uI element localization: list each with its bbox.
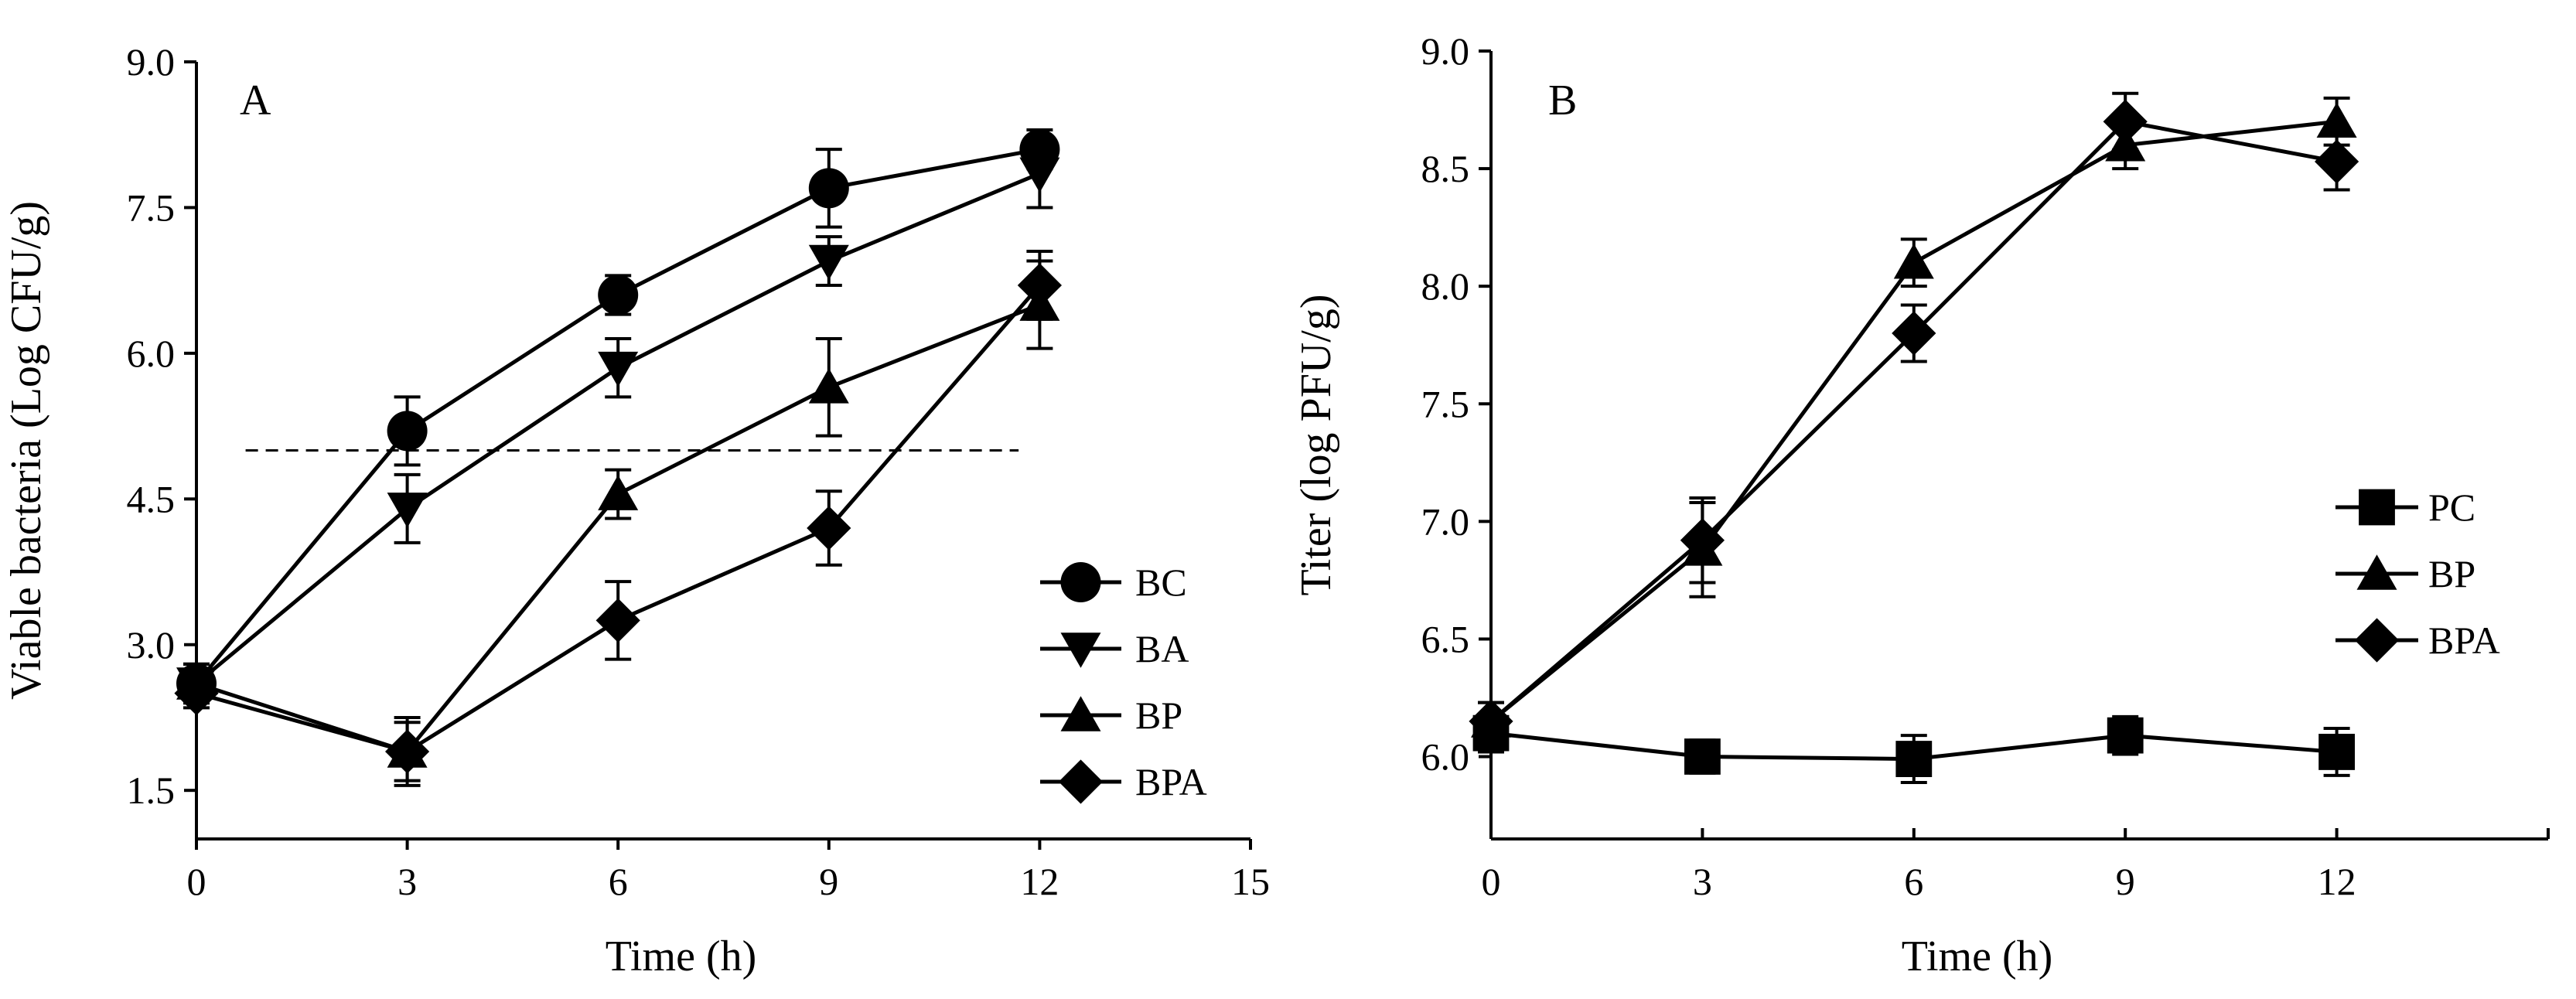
legend-marker bbox=[2359, 489, 2395, 526]
data-point bbox=[598, 351, 639, 387]
panel-letter: B bbox=[1548, 77, 1577, 124]
legend-item-bc: BC bbox=[1040, 561, 1187, 604]
y-tick-label: 7.0 bbox=[1421, 500, 1470, 543]
legend-item-bp: BP bbox=[1040, 694, 1182, 737]
x-tick-label: 12 bbox=[2318, 860, 2356, 903]
y-tick-label: 9.0 bbox=[1421, 29, 1470, 73]
legend-label: BPA bbox=[1135, 760, 1207, 803]
data-point bbox=[807, 506, 851, 551]
x-tick-label: 0 bbox=[1482, 860, 1501, 903]
data-point bbox=[387, 493, 428, 528]
data-point bbox=[1680, 518, 1725, 563]
data-point bbox=[1895, 741, 1933, 777]
legend-marker bbox=[1060, 562, 1101, 602]
legend-item-pc: PC bbox=[2335, 486, 2475, 529]
x-tick-label: 3 bbox=[1693, 860, 1712, 903]
series-line bbox=[1489, 119, 2338, 723]
y-tick-label: 9.0 bbox=[127, 40, 176, 84]
y-tick-label: 6.0 bbox=[1421, 735, 1470, 779]
data-point bbox=[808, 244, 849, 281]
y-tick-label: 8.5 bbox=[1421, 147, 1470, 190]
panel-letter: A bbox=[240, 77, 271, 124]
data-point bbox=[174, 670, 219, 716]
panel-b-chart: 6.0 6.5 7.0 7.5 8.0 8.5 9.0 0 3 6 9 12 Time (h) Titer… bbox=[1292, 29, 2550, 980]
data-point bbox=[598, 475, 639, 510]
legend-marker bbox=[2356, 554, 2397, 590]
data-point bbox=[808, 368, 849, 404]
x-tick-label: 3 bbox=[397, 860, 417, 903]
panel-a-chart: 1.5 3.0 4.5 6.0 7.5 9.0 0 3 6 9 12 15 Time (h) Viable… bbox=[2, 40, 1270, 980]
y-tick-label: 7.5 bbox=[127, 186, 176, 229]
x-tick-label: 12 bbox=[1020, 860, 1059, 903]
data-point bbox=[1684, 738, 1721, 775]
series-line bbox=[1489, 119, 2337, 723]
x-tick-label: 15 bbox=[1231, 860, 1270, 903]
data-point bbox=[1469, 699, 1513, 744]
legend-marker bbox=[1058, 759, 1104, 804]
legend-item-bpa: BPA bbox=[2335, 618, 2500, 663]
y-tick-label: 6.0 bbox=[127, 332, 176, 375]
data-point bbox=[1893, 244, 1934, 279]
data-point bbox=[1892, 311, 1936, 356]
legend-item-bp: BP bbox=[2335, 552, 2475, 595]
y-axis-title: Titer (log PFU/g) bbox=[1292, 294, 1340, 595]
series-bp bbox=[1471, 96, 2357, 742]
y-tick-label: 6.5 bbox=[1421, 617, 1470, 660]
data-point bbox=[1017, 263, 1062, 308]
x-tick-label: 6 bbox=[1904, 860, 1923, 903]
legend-item-ba: BA bbox=[1040, 627, 1189, 670]
data-point bbox=[2107, 717, 2144, 754]
legend-item-bpa: BPA bbox=[1040, 759, 1207, 804]
y-tick-label: 1.5 bbox=[127, 769, 176, 812]
legend-label: BC bbox=[1135, 561, 1187, 604]
data-point bbox=[1019, 157, 1060, 193]
y-tick-label: 3.0 bbox=[127, 623, 176, 667]
legend-label: BP bbox=[1135, 694, 1182, 737]
data-point bbox=[385, 729, 430, 774]
y-tick-label: 4.5 bbox=[127, 477, 176, 520]
y-tick-label: 8.0 bbox=[1421, 264, 1470, 308]
legend-marker bbox=[1060, 696, 1101, 731]
legend-label: PC bbox=[2428, 486, 2475, 529]
legend-label: BP bbox=[2428, 552, 2475, 595]
data-point bbox=[387, 411, 428, 452]
data-point bbox=[808, 168, 849, 209]
series-bpa bbox=[1469, 91, 2359, 744]
x-axis-title: Time (h) bbox=[1902, 933, 2053, 980]
data-point bbox=[2316, 102, 2357, 138]
x-tick-label: 9 bbox=[819, 860, 838, 903]
x-tick-label: 0 bbox=[187, 860, 206, 903]
legend-marker bbox=[2354, 618, 2400, 663]
y-tick-label: 7.5 bbox=[1421, 382, 1470, 425]
data-point bbox=[595, 598, 640, 643]
data-point bbox=[2103, 99, 2148, 144]
data-point bbox=[2318, 734, 2355, 770]
x-axis-title: Time (h) bbox=[606, 933, 757, 980]
series-pc bbox=[1472, 712, 2355, 784]
series-ba bbox=[176, 138, 1060, 705]
data-point bbox=[598, 274, 639, 315]
legend-marker bbox=[1060, 632, 1101, 668]
series-bpa bbox=[174, 249, 1062, 782]
data-point bbox=[2315, 139, 2359, 184]
x-tick-label: 9 bbox=[2116, 860, 2135, 903]
legend-label: BPA bbox=[2428, 619, 2500, 662]
legend-label: BA bbox=[1135, 627, 1189, 670]
x-tick-label: 6 bbox=[609, 860, 628, 903]
y-axis-title: Viable bacteria (Log CFU/g) bbox=[2, 201, 50, 700]
